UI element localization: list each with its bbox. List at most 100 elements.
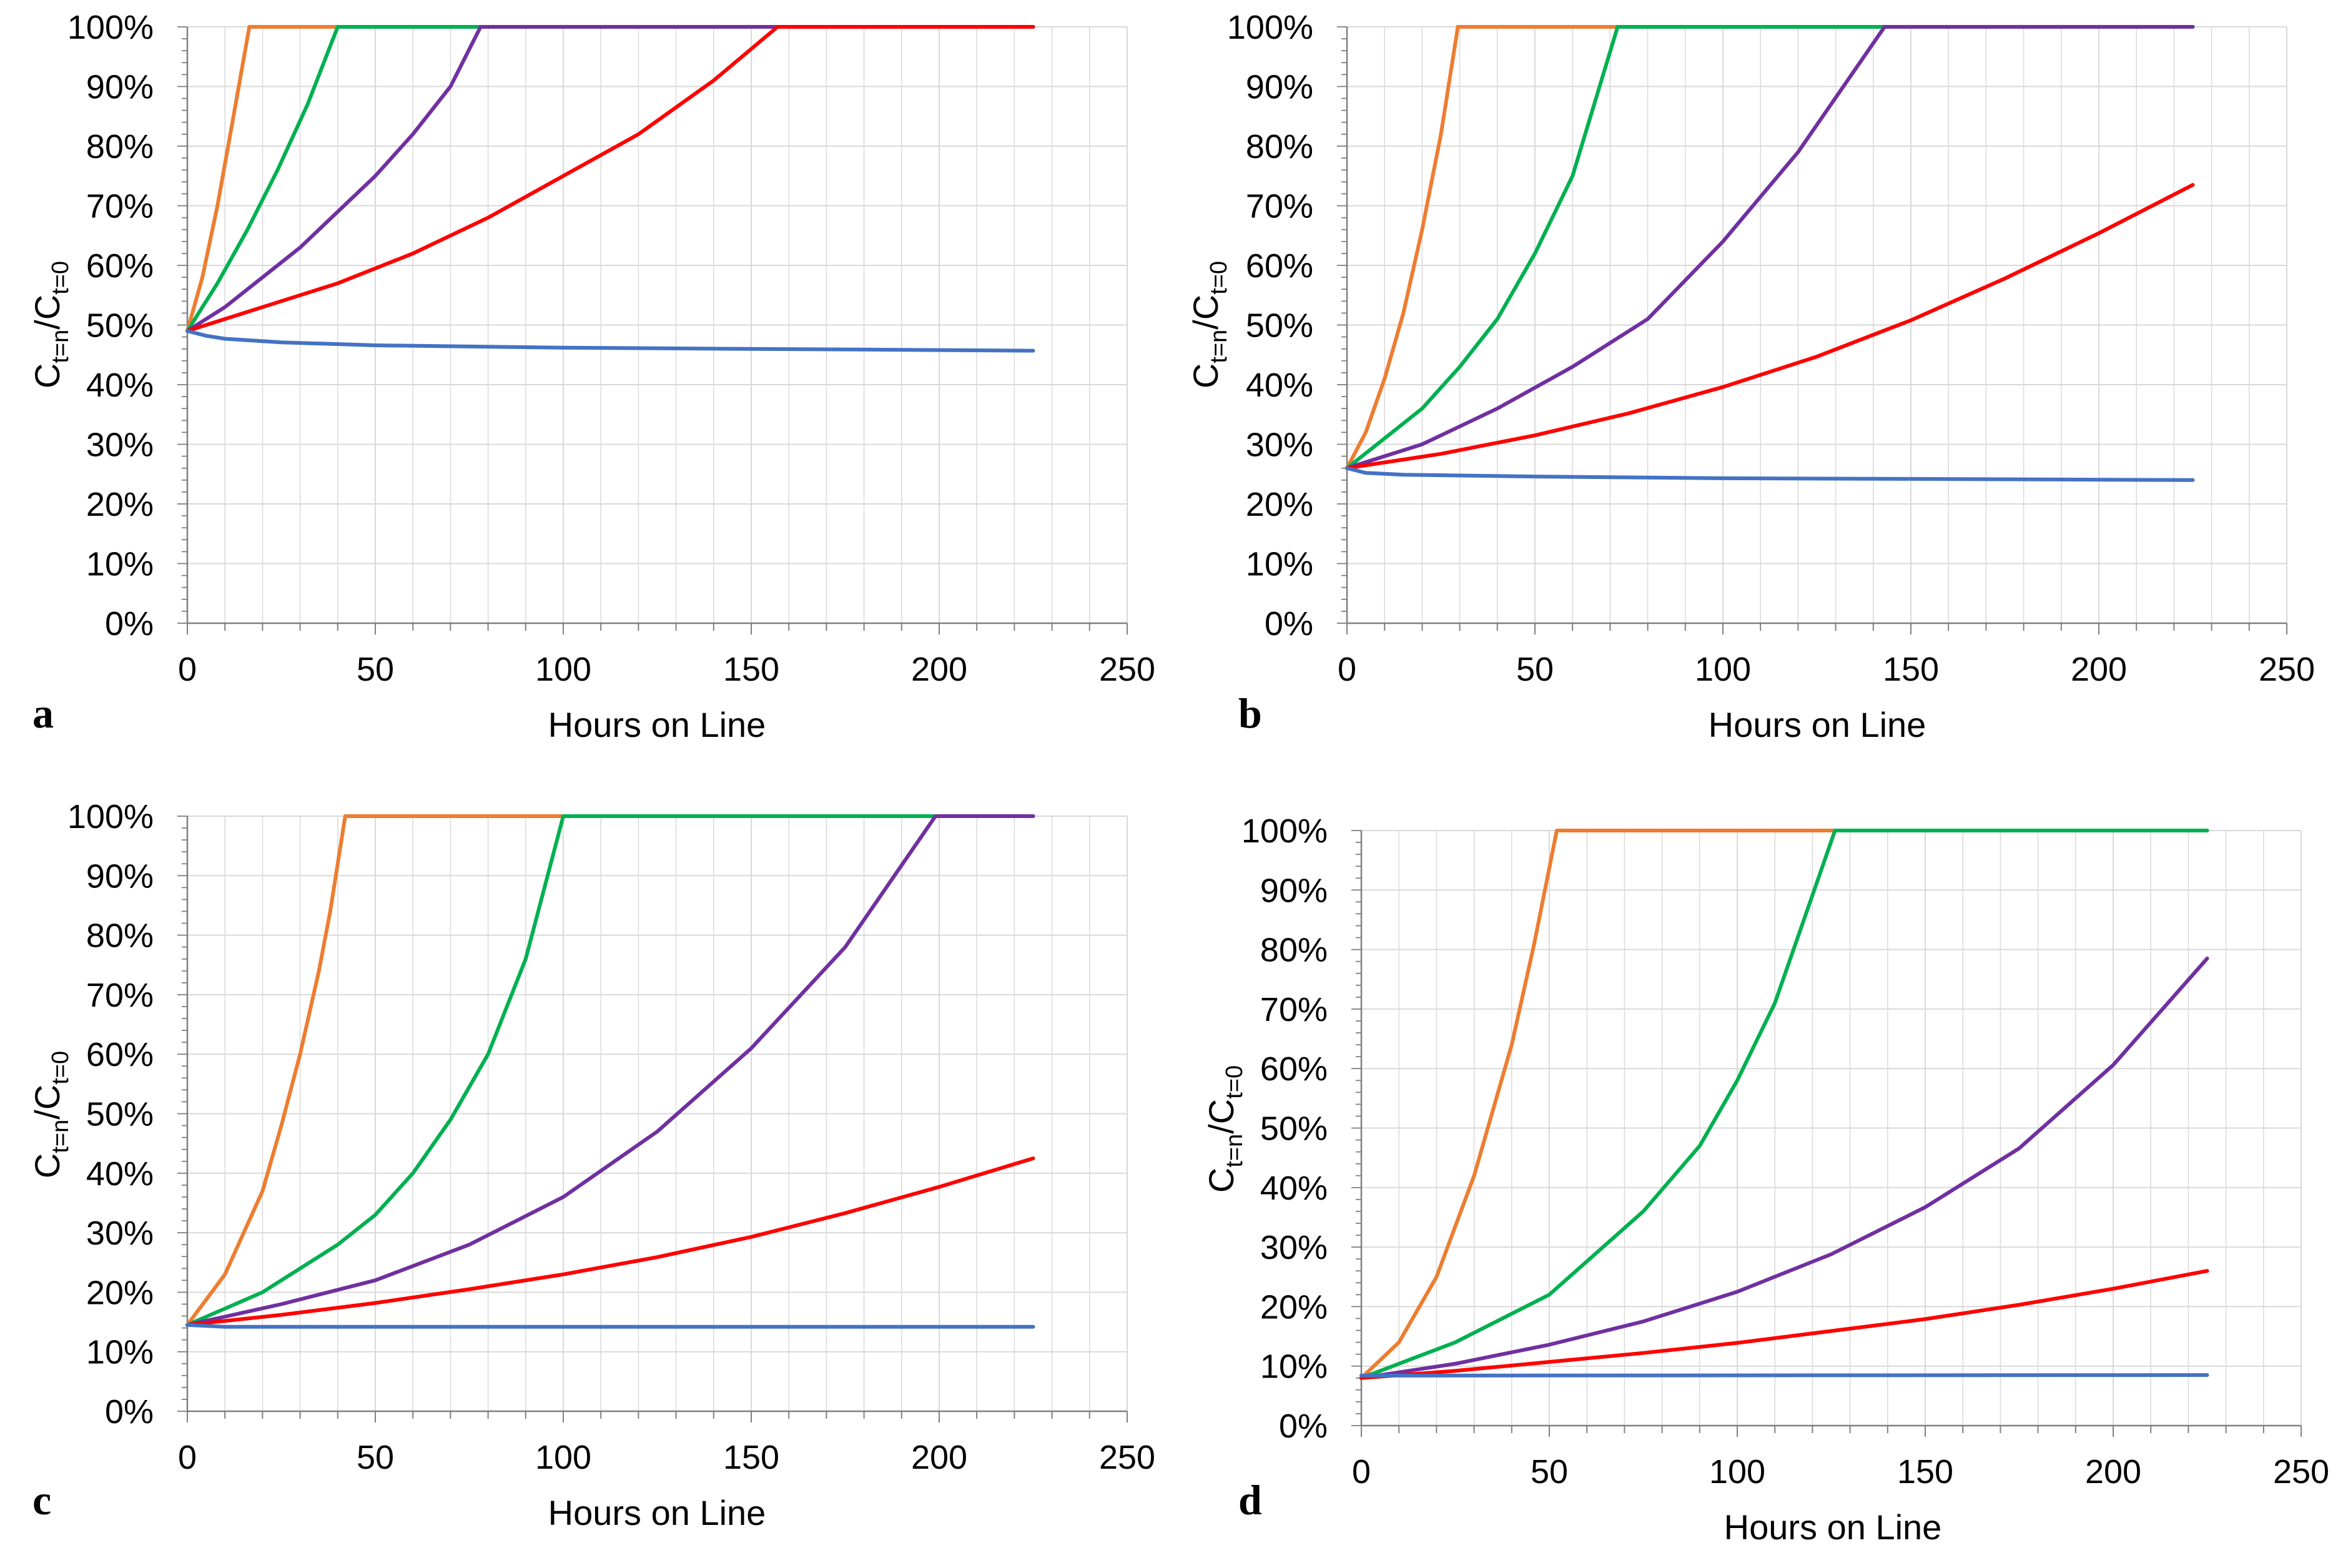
series-line-2 [185, 25, 1035, 333]
y-tick-label: 10% [1260, 1348, 1328, 1386]
y-axis-label-part: /C [1186, 295, 1225, 330]
y-tick-label: 90% [86, 857, 154, 895]
chart-panel-b: 0 50 100 150 200 250 0% 10% 20% 30% 40% 50% 60% 70% 80… [1186, 9, 2315, 744]
x-tick-label: 100 [535, 1439, 591, 1476]
x-axis-label: Hours on Line [1724, 1507, 1942, 1547]
y-tick-label: 20% [1246, 486, 1313, 523]
series-line-3 [1359, 956, 2209, 1380]
y-tick-label: 40% [1260, 1170, 1328, 1207]
series-line-5 [185, 1323, 1035, 1329]
y-axis-label-part: t=0 [1206, 261, 1232, 295]
series-line-1 [1359, 829, 2209, 1380]
y-tick-label: 60% [1246, 247, 1313, 285]
y-tick-label: 90% [86, 69, 154, 106]
y-tick-label: 90% [1246, 69, 1313, 106]
y-tick-label: 70% [1246, 188, 1313, 225]
y-tick-label: 50% [1260, 1110, 1328, 1148]
y-tick-label: 60% [86, 247, 154, 285]
y-tick-label: 20% [86, 486, 154, 523]
y-axis-label-part: /C [27, 295, 67, 330]
y-tick-label: 50% [86, 307, 154, 345]
y-tick-label: 10% [86, 1334, 154, 1371]
panel-letter: b [1238, 689, 1262, 737]
panel-letter: a [32, 689, 54, 737]
y-axis-label: Ct=n/Ct=0 [1186, 261, 1232, 388]
y-tick-label: 20% [86, 1274, 154, 1311]
y-axis-label-part: C [27, 363, 67, 388]
x-axis-label: Hours on Line [548, 1493, 766, 1532]
y-tick-label: 50% [1246, 307, 1313, 345]
y-tick-label: 0% [105, 605, 154, 643]
y-tick-label: 80% [86, 917, 154, 955]
chart-panel-d: 0 50 100 150 200 250 0% 10% 20% 30% 40% 50% 60% 70% 80… [1201, 812, 2329, 1547]
series-line-5 [185, 329, 1035, 353]
y-tick-label: 40% [86, 367, 154, 404]
x-tick-label: 50 [357, 1439, 394, 1476]
x-tick-label: 150 [1883, 651, 1939, 688]
x-tick-label: 150 [1897, 1453, 1953, 1491]
panel-letter: d [1238, 1476, 1262, 1524]
y-tick-label: 10% [86, 546, 154, 583]
y-tick-label: 80% [86, 128, 154, 165]
y-tick-label: 30% [1246, 427, 1313, 464]
y-tick-label: 0% [1279, 1408, 1328, 1445]
x-tick-label: 250 [2259, 651, 2315, 688]
y-axis-label-part: /C [1201, 1099, 1241, 1134]
panel-letter: c [32, 1476, 51, 1524]
y-tick-label: 70% [1260, 991, 1328, 1028]
series-line-3 [185, 814, 1035, 1327]
y-tick-label: 50% [86, 1096, 154, 1133]
series-line-4 [1359, 1269, 2209, 1380]
series-line-4 [185, 25, 1035, 333]
series-line-5 [1359, 1373, 2209, 1378]
chart-panel-a: 0 50 100 150 200 250 0% 10% 20% 30% 40% 50% 60% 70% 80… [27, 9, 1155, 744]
y-axis-label-part: t=n [1206, 330, 1232, 363]
y-axis-label-part: t=0 [47, 261, 74, 295]
x-tick-label: 200 [2085, 1453, 2141, 1491]
y-axis-label-part: t=n [47, 1120, 74, 1153]
y-tick-label: 70% [86, 977, 154, 1014]
y-tick-label: 80% [1246, 128, 1313, 165]
y-tick-label: 40% [1246, 367, 1313, 404]
y-axis-label-part: C [1186, 363, 1225, 388]
x-tick-label: 50 [357, 651, 394, 688]
x-axis-label: Hours on Line [548, 705, 766, 744]
x-tick-label: 50 [1531, 1453, 1568, 1491]
y-tick-label: 30% [86, 427, 154, 464]
x-tick-label: 100 [1709, 1453, 1765, 1491]
series-line-1 [1345, 25, 2195, 470]
x-tick-label: 200 [911, 1439, 967, 1476]
series-line-4 [185, 1156, 1035, 1327]
x-tick-label: 250 [2273, 1453, 2329, 1491]
y-axis-label-part: C [27, 1153, 67, 1178]
x-tick-label: 150 [723, 651, 779, 688]
x-tick-label: 50 [1516, 651, 1554, 688]
series-line-4 [1345, 183, 2195, 470]
chart-panel-c: 0 50 100 150 200 250 0% 10% 20% 30% 40% 50% 60% 70% 80… [27, 798, 1155, 1532]
y-tick-label: 100% [1227, 9, 1313, 46]
y-tick-label: 60% [86, 1036, 154, 1073]
y-tick-label: 100% [67, 9, 154, 46]
y-tick-label: 80% [1260, 932, 1328, 969]
y-axis-label: Ct=n/Ct=0 [1201, 1065, 1248, 1193]
y-tick-label: 40% [86, 1155, 154, 1193]
x-tick-label: 250 [1099, 1439, 1155, 1476]
x-tick-label: 200 [911, 651, 967, 688]
y-axis-label-part: t=0 [47, 1051, 74, 1085]
x-axis-label: Hours on Line [1709, 705, 1926, 744]
y-tick-label: 100% [1241, 812, 1328, 850]
y-tick-label: 90% [1260, 872, 1328, 909]
y-tick-label: 10% [1246, 546, 1313, 583]
y-tick-label: 0% [105, 1393, 154, 1431]
y-axis-label: Ct=n/Ct=0 [27, 1051, 74, 1178]
series-line-2 [1345, 25, 2195, 470]
y-tick-label: 30% [86, 1215, 154, 1252]
series-line-1 [185, 814, 1035, 1327]
y-axis-label-part: /C [27, 1085, 67, 1120]
y-axis-label: Ct=n/Ct=0 [27, 261, 74, 388]
x-tick-label: 0 [178, 1439, 197, 1476]
y-axis-label-part: t=0 [1221, 1065, 1248, 1099]
y-tick-label: 0% [1265, 605, 1313, 643]
y-axis-label-part: C [1201, 1168, 1241, 1193]
x-tick-label: 150 [723, 1439, 779, 1476]
